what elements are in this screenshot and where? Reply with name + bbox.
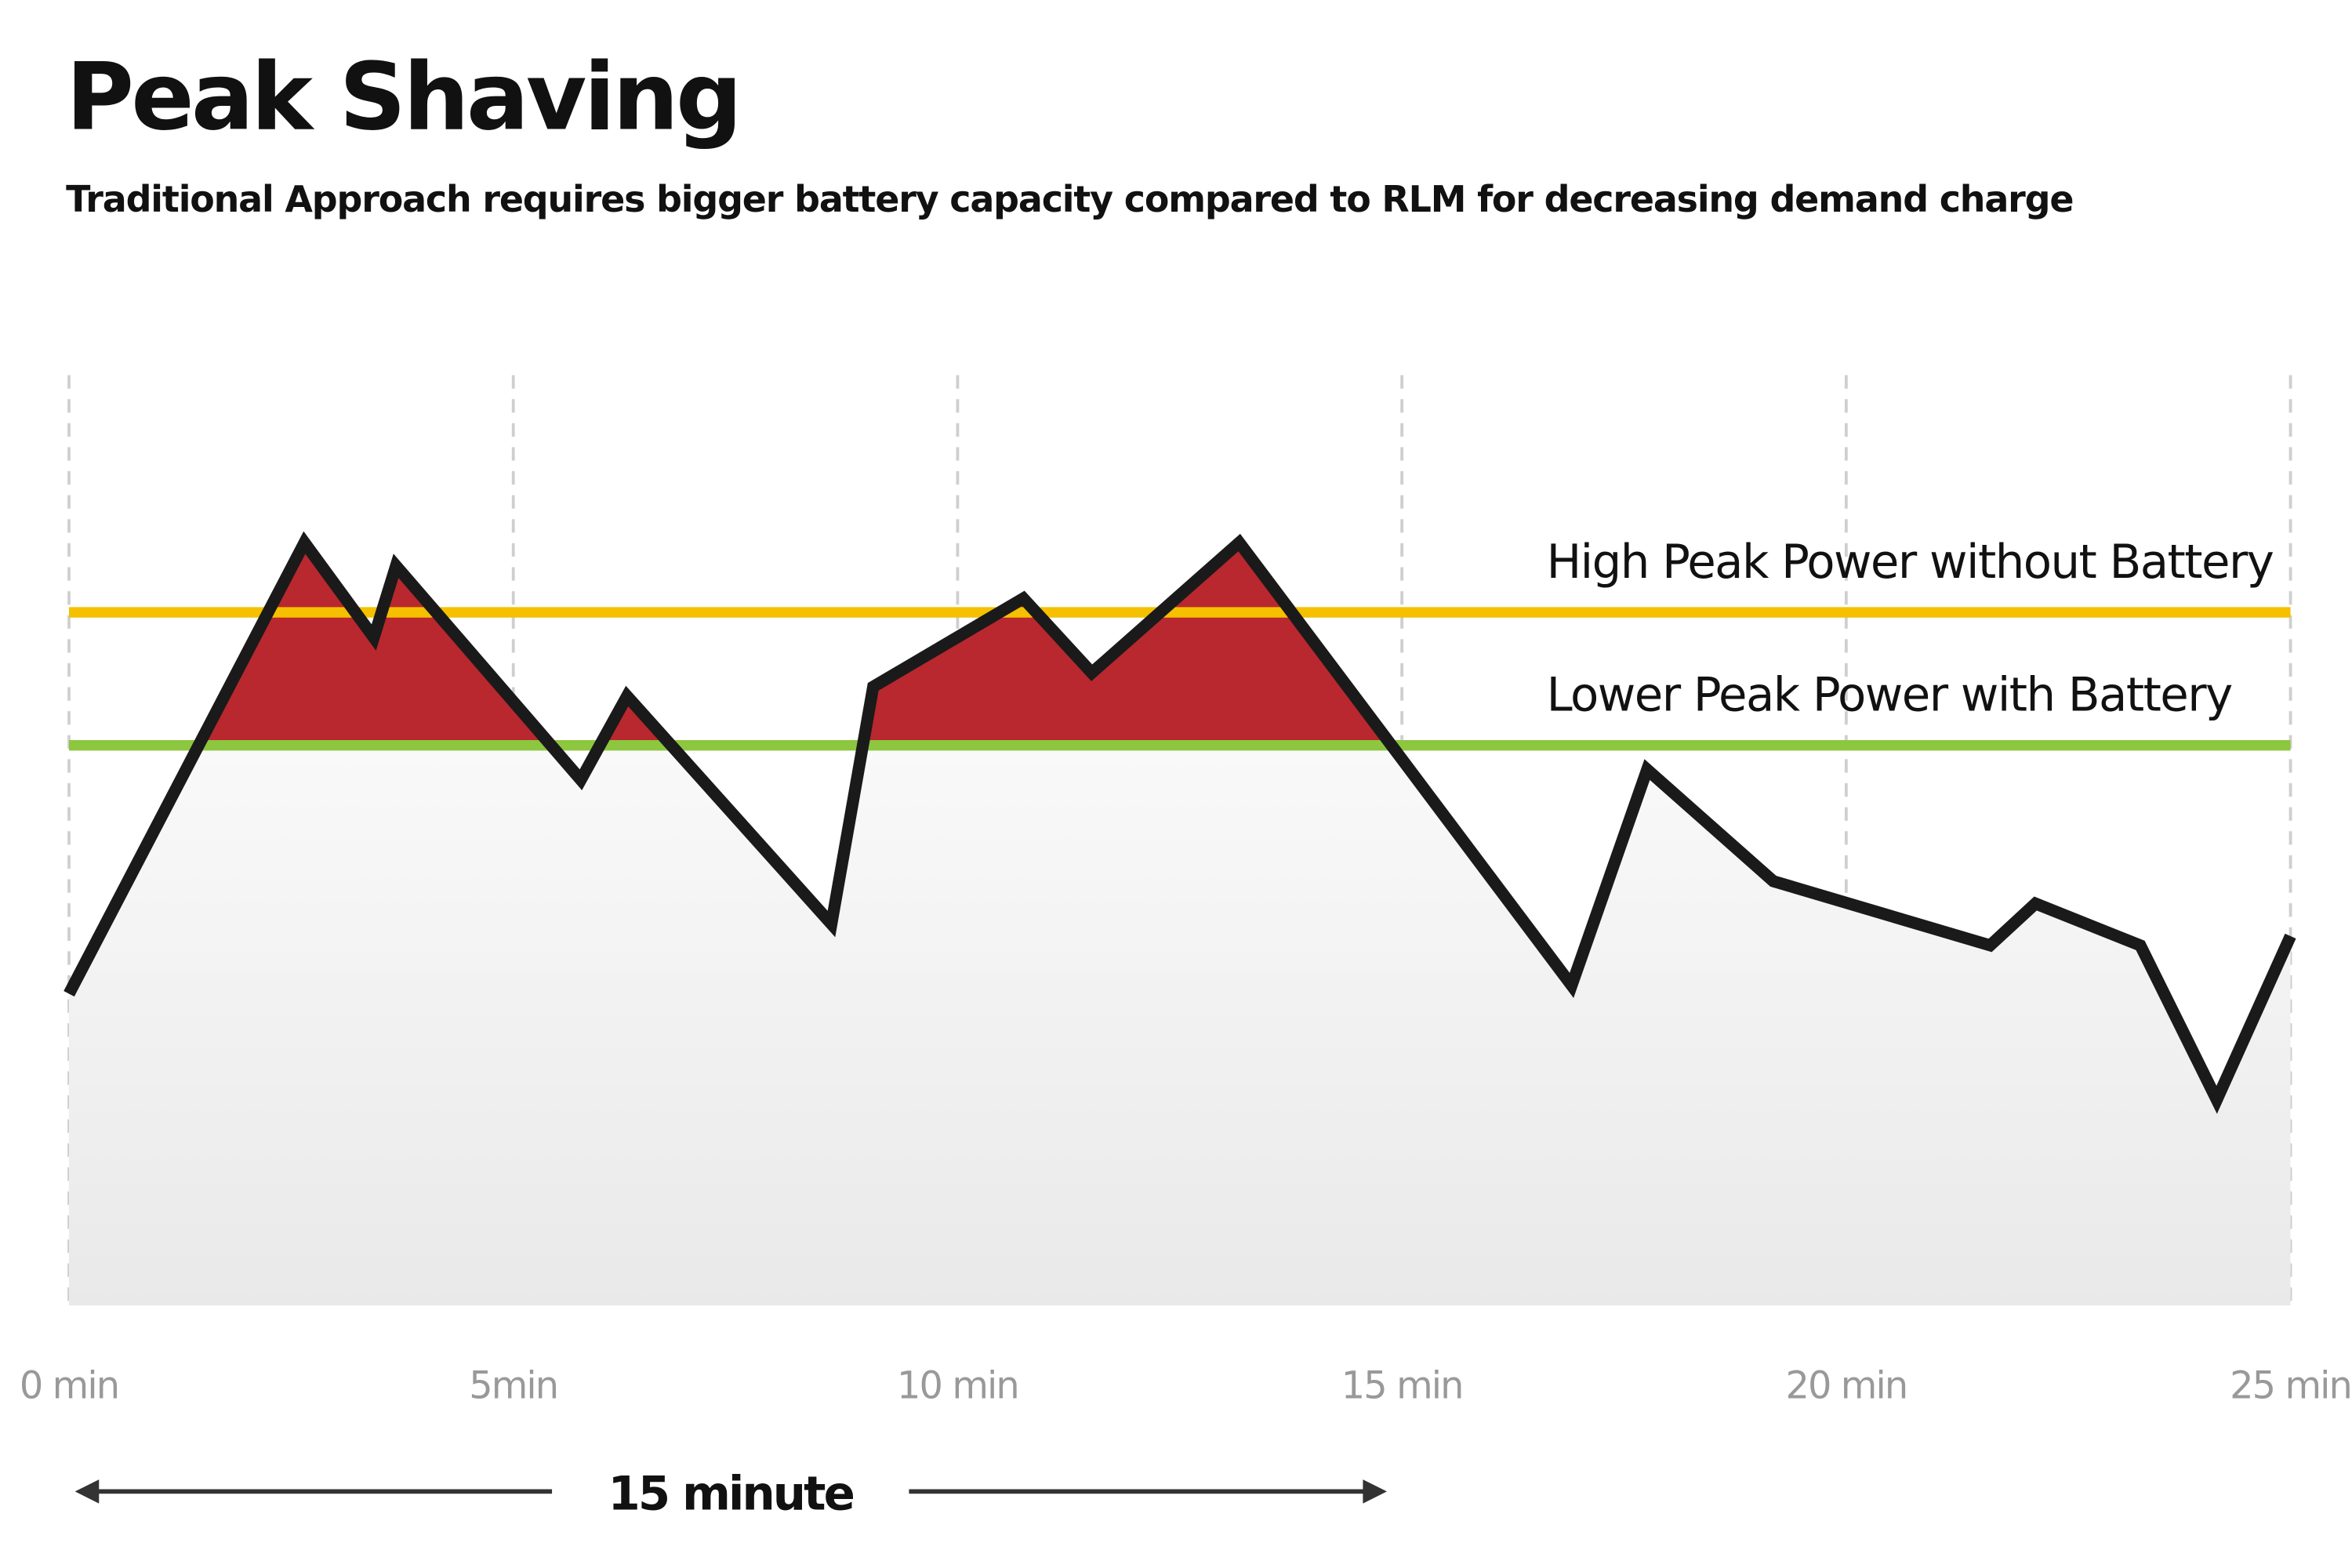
arrow-head-right-icon xyxy=(1363,1479,1388,1504)
chart-title: Peak Shaving xyxy=(66,43,739,151)
x-tick-label: 25 min xyxy=(2230,1365,2351,1408)
x-tick-label: 0 min xyxy=(20,1365,118,1408)
shaved-peak-area xyxy=(198,543,1392,746)
chart-subtitle: Traditional Approach requires bigger bat… xyxy=(66,178,2073,220)
area-below-limit xyxy=(69,745,2291,1306)
span-annotation: 15 minute xyxy=(74,1466,1388,1520)
arrow-head-left-icon xyxy=(74,1479,100,1504)
x-tick-label: 5min xyxy=(469,1365,557,1408)
x-tick-label: 10 min xyxy=(897,1365,1018,1408)
lower-peak-label: Lower Peak Power with Battery xyxy=(1547,668,2233,722)
span-label: 15 minute xyxy=(608,1466,854,1520)
high-peak-label: High Peak Power without Battery xyxy=(1547,535,2274,589)
x-tick-label: 20 min xyxy=(1785,1365,1907,1408)
x-tick-label: 15 min xyxy=(1341,1365,1463,1408)
